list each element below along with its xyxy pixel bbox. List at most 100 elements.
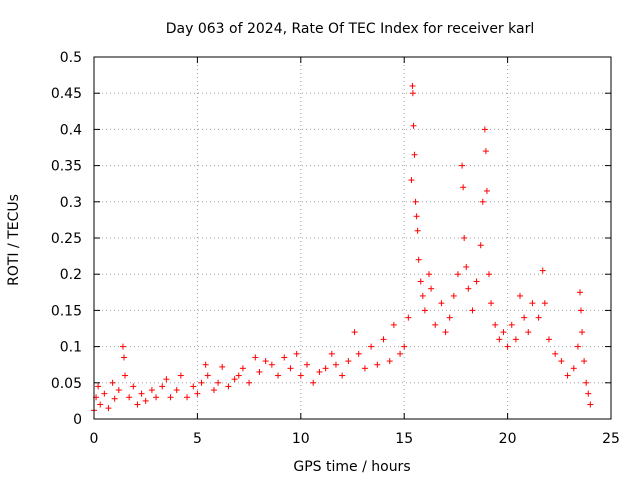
data-point xyxy=(115,387,122,394)
data-point xyxy=(535,314,542,321)
data-point xyxy=(576,289,583,296)
data-point xyxy=(184,394,191,401)
data-point xyxy=(105,405,112,412)
x-tick-label: 20 xyxy=(499,431,517,447)
data-point xyxy=(450,292,457,299)
data-point xyxy=(485,271,492,278)
data-point xyxy=(316,368,323,375)
data-point xyxy=(397,350,404,357)
data-point xyxy=(415,256,422,263)
data-point xyxy=(446,314,453,321)
data-point xyxy=(428,285,435,292)
data-point xyxy=(138,390,145,397)
data-point xyxy=(231,376,238,383)
data-point xyxy=(401,343,408,350)
data-point xyxy=(552,350,559,357)
data-point xyxy=(454,271,461,278)
data-point xyxy=(574,343,581,350)
data-point xyxy=(210,387,217,394)
data-point xyxy=(167,394,174,401)
x-tick-label: 15 xyxy=(395,431,413,447)
x-axis-ticks: 0 5 10 15 20 25 xyxy=(90,57,620,447)
data-point xyxy=(122,372,129,379)
data-point xyxy=(332,361,339,368)
y-tick-label: 0.25 xyxy=(51,231,82,247)
data-point xyxy=(583,379,590,386)
data-point xyxy=(374,361,381,368)
data-point xyxy=(570,365,577,372)
data-point xyxy=(322,365,329,372)
y-tick-label: 0.15 xyxy=(51,303,82,319)
data-point xyxy=(414,227,421,234)
data-point xyxy=(477,242,484,249)
x-tick-label: 5 xyxy=(193,431,202,447)
y-axis-ticks: 0 0.05 0.1 0.15 0.2 0.25 0.3 0.35 0.4 0.45 0.5 xyxy=(51,50,611,428)
data-point xyxy=(386,358,393,365)
data-point xyxy=(119,343,126,350)
data-point xyxy=(194,390,201,397)
x-tick-label: 25 xyxy=(602,431,620,447)
y-tick-label: 0 xyxy=(73,412,82,428)
data-point xyxy=(95,383,102,390)
grid-lines xyxy=(94,57,611,419)
data-point xyxy=(345,358,352,365)
data-point xyxy=(479,198,486,205)
data-point xyxy=(304,361,311,368)
y-axis-label: ROTI / TECUs xyxy=(6,194,22,286)
data-point xyxy=(579,329,586,336)
y-tick-label: 0.4 xyxy=(60,122,82,138)
x-axis-label: GPS time / hours xyxy=(293,459,410,475)
data-points xyxy=(91,82,594,414)
data-point xyxy=(421,307,428,314)
data-point xyxy=(130,383,137,390)
data-point xyxy=(120,354,127,361)
data-point xyxy=(488,300,495,307)
data-point xyxy=(351,329,358,336)
data-point xyxy=(473,278,480,285)
data-point xyxy=(409,82,416,89)
data-point xyxy=(297,372,304,379)
data-point xyxy=(432,321,439,328)
data-point xyxy=(198,379,205,386)
data-point xyxy=(469,307,476,314)
data-point xyxy=(465,285,472,292)
data-point xyxy=(256,368,263,375)
chart-title: Day 063 of 2024, Rate Of TEC Index for r… xyxy=(166,21,534,37)
data-point xyxy=(539,267,546,274)
data-point xyxy=(339,372,346,379)
data-point xyxy=(529,300,536,307)
data-point xyxy=(461,235,468,241)
data-point xyxy=(408,177,415,184)
data-point xyxy=(163,376,170,383)
y-tick-label: 0.5 xyxy=(60,50,82,66)
data-point xyxy=(541,300,548,307)
data-point xyxy=(97,401,104,408)
y-tick-label: 0.05 xyxy=(51,376,82,392)
data-point xyxy=(355,350,362,357)
data-point xyxy=(153,394,160,401)
data-point xyxy=(281,354,288,361)
data-point xyxy=(252,354,259,361)
data-point xyxy=(545,336,552,343)
data-point xyxy=(173,387,180,394)
data-point xyxy=(361,365,368,372)
data-point xyxy=(581,358,588,365)
data-point xyxy=(459,162,466,169)
data-point xyxy=(558,358,565,365)
data-point xyxy=(521,314,528,321)
data-point xyxy=(517,292,524,299)
data-point xyxy=(492,321,499,328)
data-point xyxy=(287,365,294,372)
data-point xyxy=(442,329,449,336)
y-tick-label: 0.35 xyxy=(51,159,82,175)
data-point xyxy=(159,383,166,390)
data-point xyxy=(268,361,275,368)
data-point xyxy=(368,343,375,350)
data-point xyxy=(310,379,317,386)
y-tick-label: 0.2 xyxy=(60,267,82,283)
x-tick-label: 10 xyxy=(292,431,310,447)
data-point xyxy=(412,198,419,205)
data-point xyxy=(483,187,490,194)
